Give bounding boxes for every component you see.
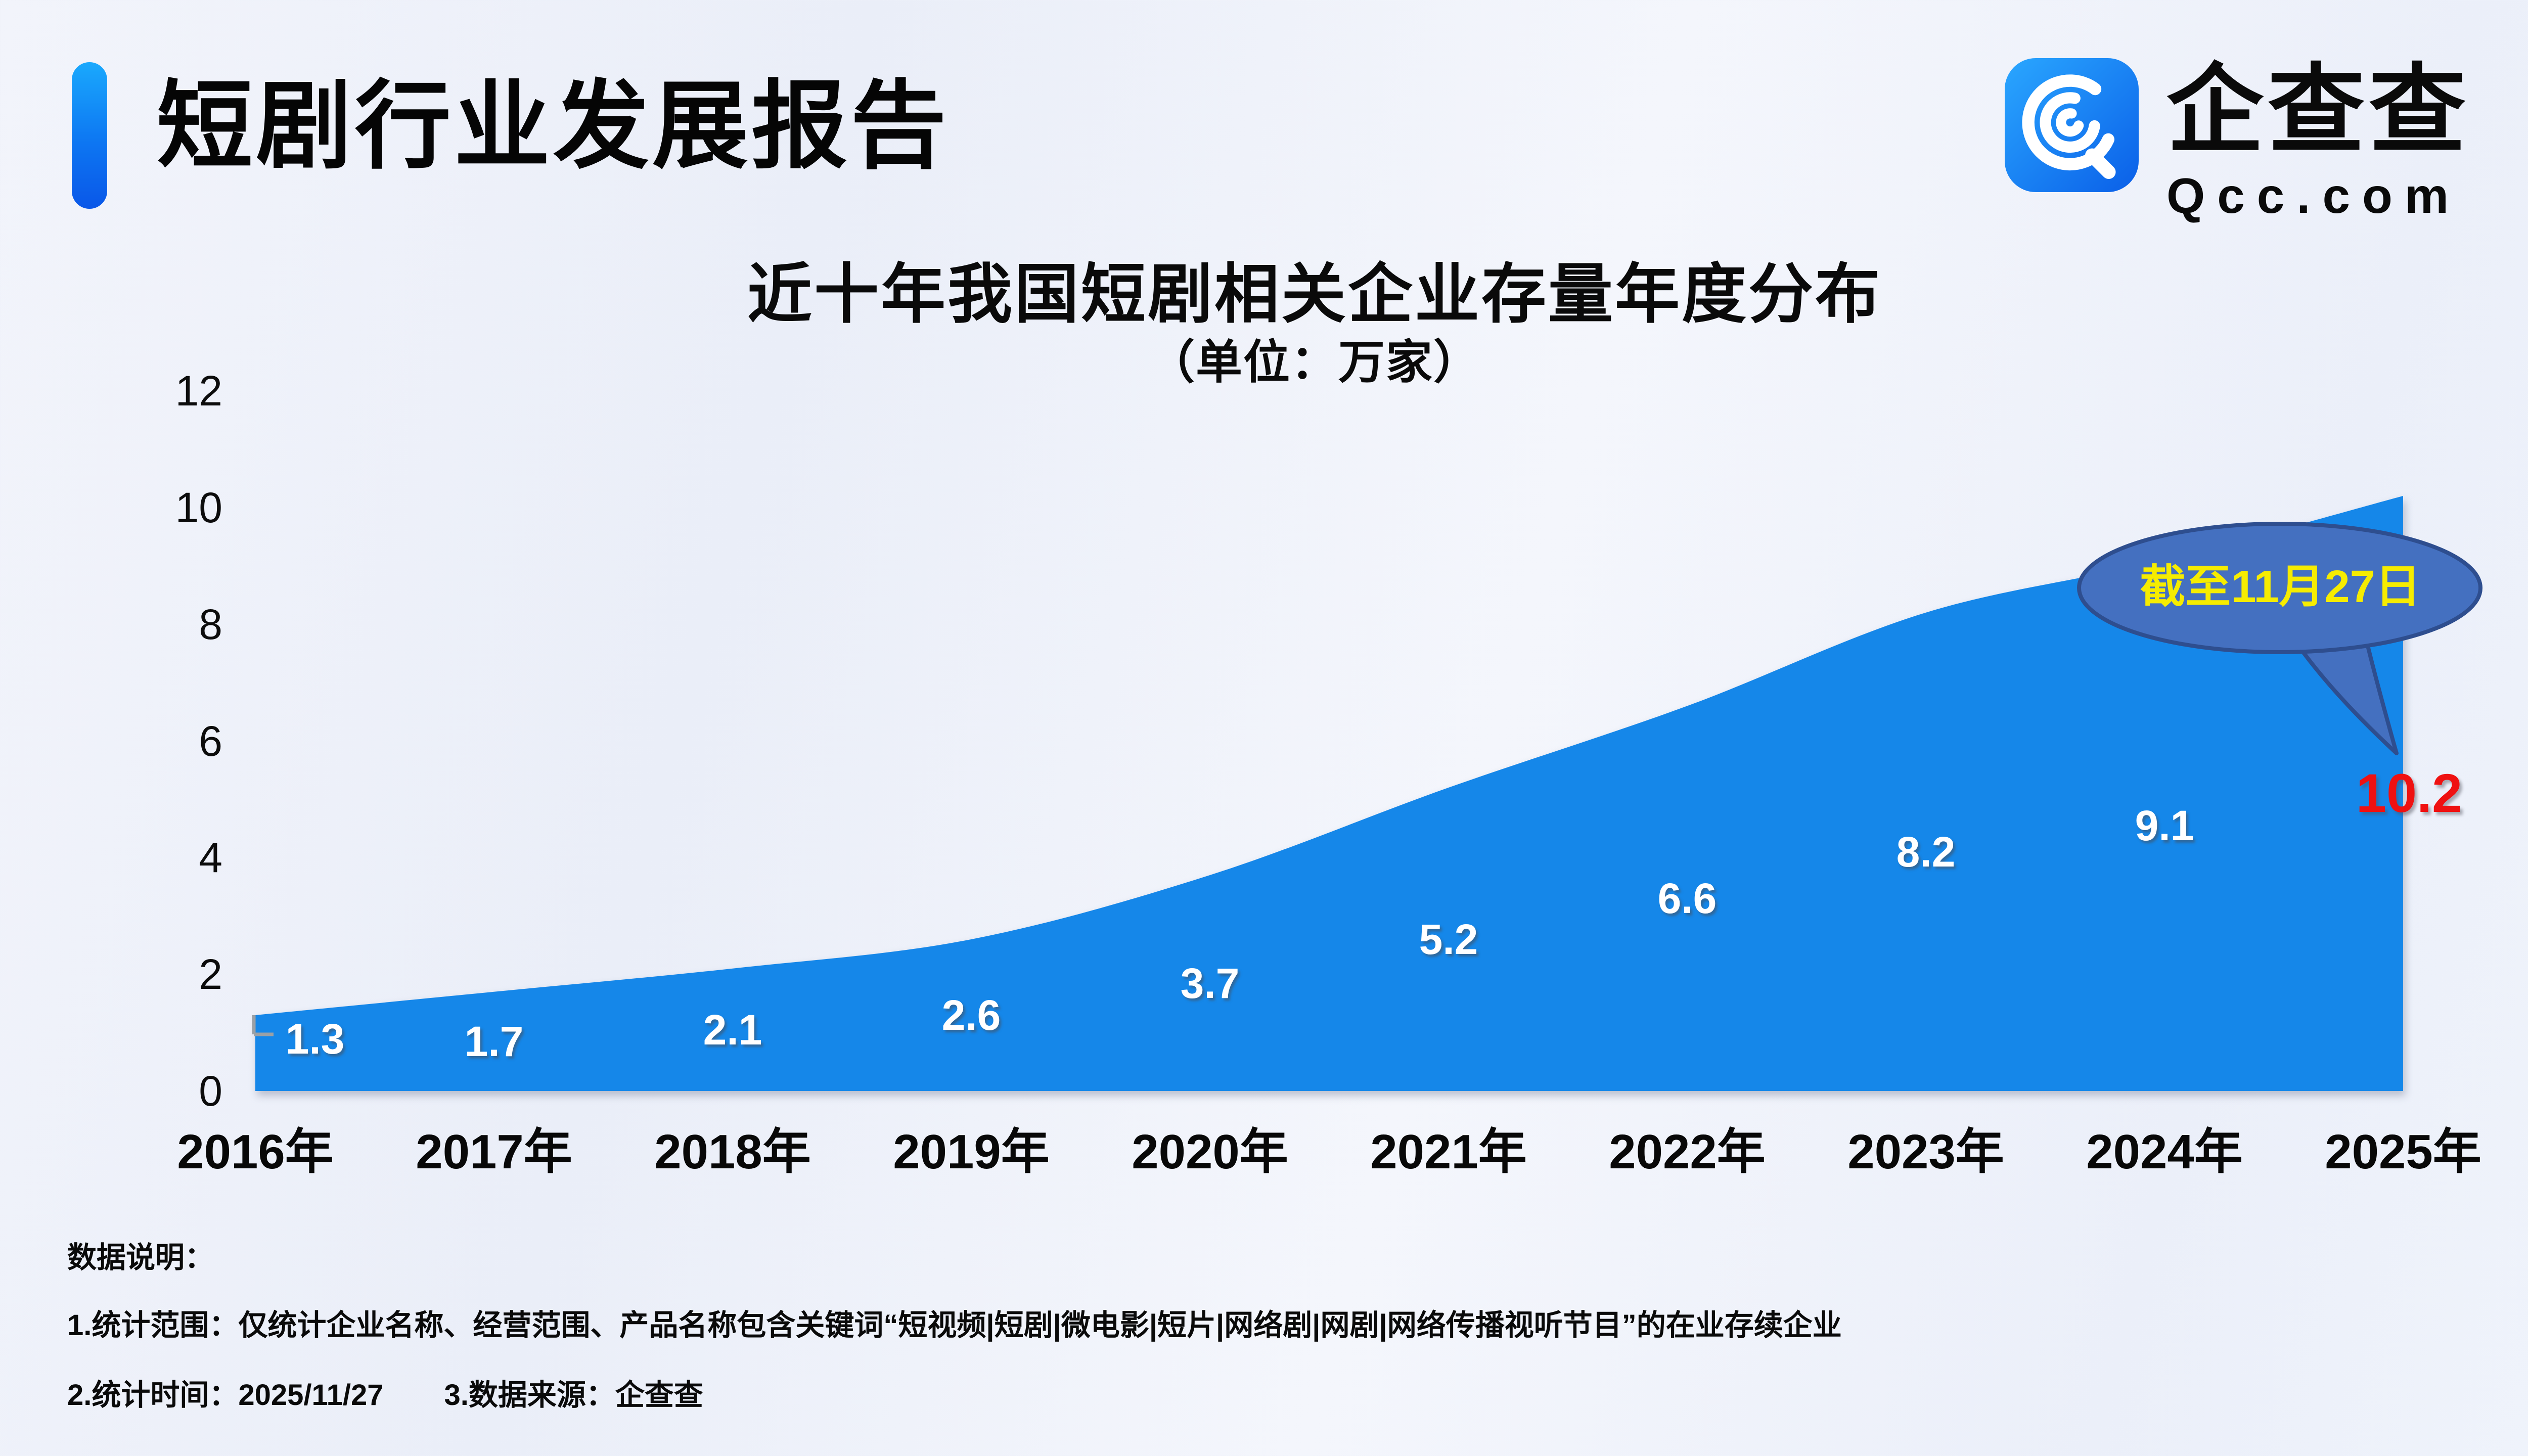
data-label: 1.7 (464, 1017, 524, 1065)
report-title: 短剧行业发展报告 (157, 73, 950, 180)
axis-tick (252, 1015, 274, 1036)
callout-label: 截至11月27日 (2140, 562, 2421, 612)
x-axis-label: 2020年 (1132, 1125, 1288, 1179)
y-axis-label: 4 (199, 834, 222, 882)
data-label: 1.3 (285, 1015, 345, 1063)
y-axis-label: 0 (199, 1067, 222, 1115)
data-label: 5.2 (1419, 915, 1478, 963)
x-axis-label: 2019年 (893, 1125, 1050, 1179)
y-axis-label: 2 (199, 950, 222, 998)
data-label: 6.6 (1657, 875, 1717, 923)
x-axis-label: 2024年 (2086, 1125, 2243, 1179)
x-axis-label: 2025年 (2325, 1125, 2481, 1179)
callout-tail (2291, 625, 2399, 755)
data-label-highlight: 10.2 (2356, 762, 2463, 824)
note-time: 2.统计时间：2025/11/27 (67, 1379, 384, 1412)
qcc-logo: 企查查 Qcc.com (2005, 58, 2470, 223)
logo-domain: Qcc.com (2166, 168, 2461, 223)
chart-subtitle: （单位：万家） (1148, 337, 1481, 388)
y-axis-label: 12 (175, 367, 222, 415)
y-axis-label: 10 (175, 484, 222, 531)
callout-bubble (2077, 522, 2482, 654)
data-label: 8.2 (1896, 828, 1956, 876)
data-label: 9.1 (2135, 801, 2194, 849)
x-axis-label: 2022年 (1609, 1125, 1766, 1179)
chart-title: 近十年我国短剧相关企业存量年度分布 (747, 258, 1882, 331)
x-axis-label: 2021年 (1370, 1125, 1527, 1179)
x-axis-label: 2017年 (416, 1125, 572, 1179)
qcc-logo-text: 企查查 Qcc.com (2166, 58, 2470, 223)
data-label: 2.1 (703, 1006, 762, 1054)
note-source: 3.数据来源：企查查 (444, 1379, 703, 1412)
logo-name: 企查查 (2166, 56, 2470, 164)
x-axis-label: 2018年 (654, 1125, 811, 1179)
data-label: 3.7 (1180, 959, 1240, 1007)
y-axis-label: 8 (199, 600, 222, 648)
note-row: 2.统计时间：2025/11/27 3.数据来源：企查查 (67, 1377, 703, 1414)
y-axis-label: 6 (199, 717, 222, 765)
x-axis-label: 2016年 (177, 1125, 334, 1179)
note-scope: 1.统计范围：仅统计企业名称、经营范围、产品名称包含关键词“短视频|短剧|微电影… (67, 1309, 1842, 1342)
title-accent-bar (72, 62, 107, 209)
notes-heading: 数据说明： (67, 1241, 214, 1274)
x-axis-label: 2023年 (1847, 1125, 2004, 1179)
qcc-logo-icon (2005, 58, 2139, 192)
area-series (255, 495, 2403, 1091)
data-label: 2.6 (941, 991, 1001, 1039)
